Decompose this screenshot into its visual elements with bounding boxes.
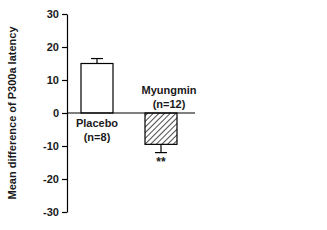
error-stem: [160, 144, 161, 152]
y-tick-mark: [62, 47, 67, 48]
error-bar: [155, 144, 167, 152]
bar: [145, 113, 177, 144]
y-tick-label: -20: [43, 173, 59, 185]
y-axis-title: Mean difference of P300a latency: [6, 26, 18, 200]
y-tick: 10: [47, 74, 67, 86]
x-axis-line: [67, 112, 195, 113]
significance-mark: **: [156, 155, 166, 169]
error-bar: [91, 59, 103, 64]
y-tick-mark: [62, 14, 67, 15]
y-tick-mark: [62, 113, 67, 114]
y-tick-mark: [62, 212, 67, 213]
y-tick: -30: [43, 206, 67, 218]
y-tick-label: 10: [47, 74, 59, 86]
y-tick-label: 20: [47, 41, 59, 53]
error-cap: [91, 58, 103, 59]
y-tick-mark: [62, 146, 67, 147]
y-tick: -20: [43, 173, 67, 185]
chart: -30 -20 -10 0 10 20 30 Mean difference of P300a…: [0, 0, 327, 230]
category-label: Placebo(n=8): [76, 117, 118, 143]
y-axis: -30 -20 -10 0 10 20 30: [43, 8, 67, 218]
error-cap: [155, 152, 167, 153]
y-tick-label: 30: [47, 8, 59, 20]
y-tick: 0: [53, 107, 67, 119]
category-label: Myungmin(n=12): [142, 84, 197, 110]
bar: [81, 64, 113, 114]
y-tick: -10: [43, 140, 67, 152]
y-tick-label: 0: [53, 107, 59, 119]
y-tick: 20: [47, 41, 67, 53]
y-tick: 30: [47, 8, 67, 20]
y-tick-mark: [62, 80, 67, 81]
error-stem: [96, 59, 97, 64]
y-tick-label: -30: [43, 206, 59, 218]
y-tick-label: -10: [43, 140, 59, 152]
y-tick-mark: [62, 179, 67, 180]
